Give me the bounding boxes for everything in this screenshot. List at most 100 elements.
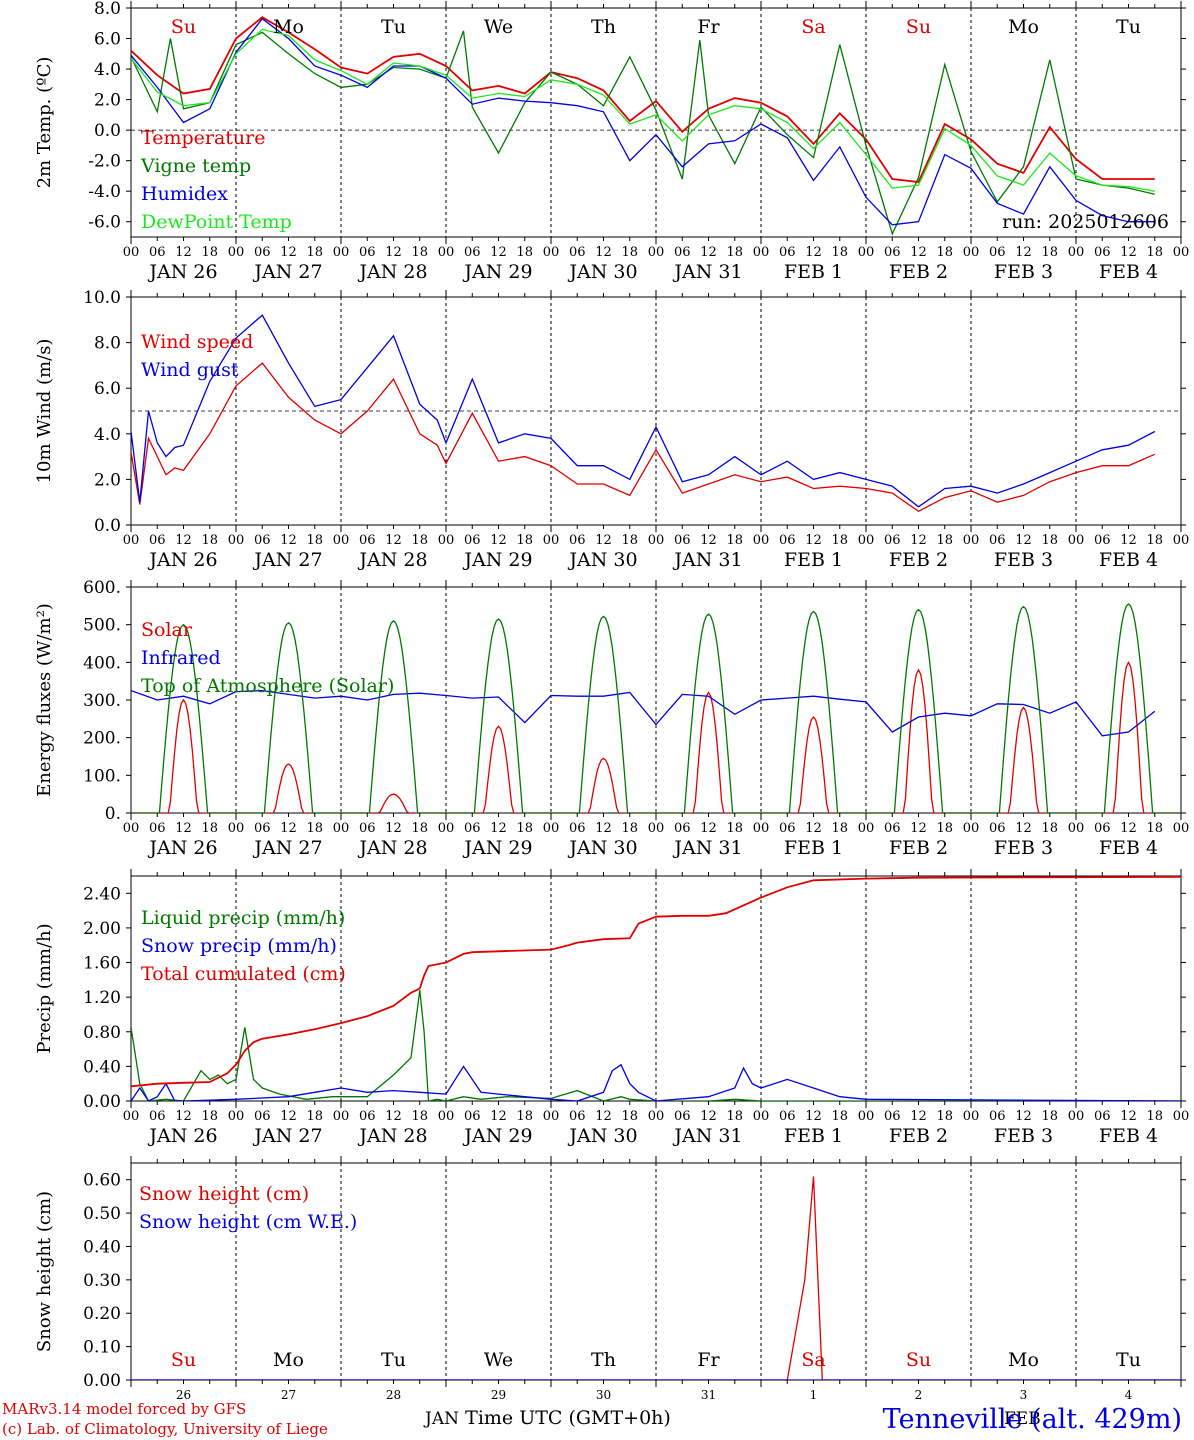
x-hour-label: 06	[674, 245, 691, 260]
y-tick-label: 6.0	[94, 30, 121, 50]
x-hour-label: 00	[543, 245, 560, 260]
x-hour-label: 00	[123, 821, 140, 836]
weekday-label: Sa	[801, 1349, 825, 1371]
weekday-label: Su	[171, 16, 196, 38]
x-hour-label: 18	[411, 1109, 428, 1124]
x-hour-label: 12	[490, 1109, 507, 1124]
x-date-label: JAN 27	[252, 261, 322, 283]
x-hour-label: 06	[359, 821, 376, 836]
x-hour-label: 06	[884, 821, 901, 836]
x-hour-label: 06	[1094, 533, 1111, 548]
x-hour-label: 06	[989, 1109, 1006, 1124]
x-date-label: JAN 27	[252, 837, 322, 859]
x-hour-label: 00	[963, 1109, 980, 1124]
x-hour-label: 00	[858, 821, 875, 836]
legend-entry: Liquid precip (mm/h)	[141, 907, 345, 929]
legend-entry: Vigne temp	[140, 155, 251, 177]
x-hour-label: 06	[359, 533, 376, 548]
weekday-label: Th	[591, 16, 616, 38]
x-hour-label: 06	[254, 245, 271, 260]
x-date-label: JAN 28	[357, 1125, 427, 1147]
series-group	[131, 876, 1181, 1101]
x-hour-label: 12	[490, 533, 507, 548]
x-hour-label: 00	[963, 245, 980, 260]
x-hour-label: 18	[306, 533, 323, 548]
x-hour-label: 18	[726, 245, 743, 260]
x-hour-label: 18	[936, 1109, 953, 1124]
x-hour-label: 06	[674, 821, 691, 836]
weekday-label: Sa	[801, 16, 825, 38]
y-tick-label: -2.0	[88, 152, 121, 172]
x-hour-label: 06	[464, 821, 481, 836]
x-date-label: JAN 31	[672, 1125, 742, 1147]
x-hour-label: 00	[963, 821, 980, 836]
series-line-temperature	[131, 16, 1155, 183]
y-tick-label: 8.0	[94, 0, 121, 19]
x-hour-label: 18	[1146, 245, 1163, 260]
legend-entry: Total cumulated (cm)	[141, 963, 346, 985]
x-hour-label: 18	[831, 533, 848, 548]
series-line-total-cumulated-cm-	[131, 876, 1181, 1088]
x-hour-label: 00	[123, 533, 140, 548]
y-tick-label: 400.	[83, 653, 121, 673]
x-date-label: FEB 4	[1099, 837, 1158, 859]
weekday-label: Tu	[1116, 1349, 1141, 1371]
x-date-label: FEB 3	[994, 261, 1053, 283]
x-hour-label: 06	[779, 1109, 796, 1124]
x-hour-label: 12	[385, 533, 402, 548]
legend-entry: Top of Atmosphere (Solar)	[141, 675, 394, 697]
x-hour-label: 12	[595, 1109, 612, 1124]
x-hour-label: 00	[858, 1109, 875, 1124]
legend-entry: Infrared	[141, 647, 221, 669]
x-hour-label: 18	[621, 533, 638, 548]
x-hour-label: 06	[254, 821, 271, 836]
day-number-label: 27	[281, 1388, 296, 1402]
y-tick-label: 0.00	[83, 1371, 121, 1391]
panel-2: 10.08.06.04.02.00.000 06 12 18 00 06 12 18 00 06 1…	[34, 288, 1189, 571]
x-date-label: JAN 26	[147, 261, 217, 283]
x-hour-label: 00	[648, 1109, 665, 1124]
weekday-label: Su	[171, 1349, 196, 1371]
x-date-label: JAN 31	[672, 837, 742, 859]
series-line-vigne-temp	[131, 30, 1155, 236]
x-hour-label: 12	[385, 245, 402, 260]
x-hour-label: 12	[385, 1109, 402, 1124]
x-hour-label: 06	[989, 245, 1006, 260]
month-label: FEB	[1004, 1409, 1041, 1429]
x-hour-label: 12	[1015, 1109, 1032, 1124]
y-tick-label: 4.0	[94, 425, 121, 445]
panel-5: 0.60 0.50 0.40 0.30 0.20 0.10 0.00 Snow height …	[34, 1156, 1186, 1402]
x-hour-label: 00	[438, 821, 455, 836]
x-hour-label: 06	[1094, 1109, 1111, 1124]
x-hour-label: 12	[175, 533, 192, 548]
x-hour-label: 06	[1094, 821, 1111, 836]
weekday-label: Tu	[381, 16, 406, 38]
x-hour-label: 18	[726, 533, 743, 548]
x-date-label: FEB 3	[994, 837, 1053, 859]
x-date-label: FEB 4	[1099, 1125, 1158, 1147]
day-number-label: 1	[810, 1388, 818, 1402]
y-tick-label: 0.10	[83, 1338, 121, 1358]
x-hour-label: 12	[490, 245, 507, 260]
y-tick-label: 300.	[83, 691, 121, 711]
x-date-label: FEB 2	[889, 1125, 948, 1147]
x-hour-label: 18	[936, 245, 953, 260]
x-hour-label: 12	[595, 533, 612, 548]
y-tick-label: -4.0	[88, 182, 121, 202]
x-hour-label: 18	[831, 821, 848, 836]
x-hour-label: 00	[963, 533, 980, 548]
x-hour-label: 12	[595, 245, 612, 260]
x-hour-label: 12	[280, 245, 297, 260]
x-hour-label: 00	[1068, 533, 1085, 548]
x-hour-label: 12	[280, 821, 297, 836]
x-hour-label: 00	[333, 1109, 350, 1124]
x-date-label: FEB 3	[994, 549, 1053, 571]
x-hour-label: 00	[333, 245, 350, 260]
weekday-label: Mo	[1008, 1349, 1039, 1371]
weekday-label: Fr	[697, 16, 720, 38]
x-hour-label: 18	[411, 245, 428, 260]
y-tick-label: 2.0	[94, 91, 121, 111]
x-hour-label: 06	[779, 821, 796, 836]
weekday-label: Mo	[273, 16, 304, 38]
